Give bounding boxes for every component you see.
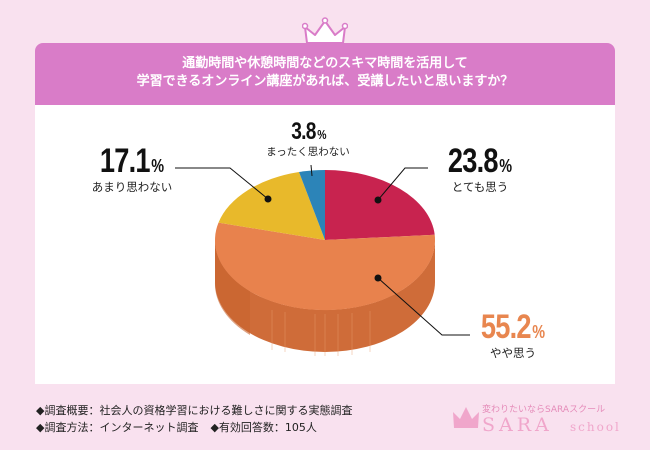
label-yaya-omou: 55.2% やや思う <box>481 308 545 360</box>
question-line-2: 学習できるオンライン講座があれば、受講したいと思いますか？ <box>136 74 514 89</box>
marker-dot <box>264 195 272 203</box>
label-amari-omowanai: 17.1% あまり思わない <box>91 142 173 194</box>
slice-mattaku-omowanai <box>299 170 325 240</box>
label-mattaku-omowanai: 3.8% まったく思わない <box>266 118 350 158</box>
label-totemo-omou: 23.8% とても思う <box>448 142 512 194</box>
marker-dot <box>374 274 382 282</box>
valid-responses: ◆有効回答数：105人 <box>210 421 317 434</box>
survey-method: ◆調査方法：インターネット調査 <box>36 421 199 434</box>
crown-logo-icon <box>453 407 479 428</box>
sara-school-logo: 変わりたいならSARAスクール SARA school <box>452 400 627 440</box>
question-header: 通勤時間や休憩時間などのスキマ時間を活用して 学習できるオンライン講座があれば、… <box>35 43 615 105</box>
pie-side-orange <box>215 240 435 352</box>
marker-dot <box>374 196 382 204</box>
survey-notes: ◆調査概要：社会人の資格学習における難しさに関する実態調査 ◆調査方法：インター… <box>36 402 352 436</box>
crown-icon <box>302 17 348 44</box>
slice-amari-omowanai <box>218 172 325 240</box>
slice-totemo-omou <box>325 170 435 240</box>
survey-overview: ◆調査概要：社会人の資格学習における難しさに関する実態調査 <box>36 404 353 417</box>
question-line-1: 通勤時間や休憩時間などのスキマ時間を活用して <box>182 56 468 71</box>
slice-yaya-omou <box>215 222 436 311</box>
